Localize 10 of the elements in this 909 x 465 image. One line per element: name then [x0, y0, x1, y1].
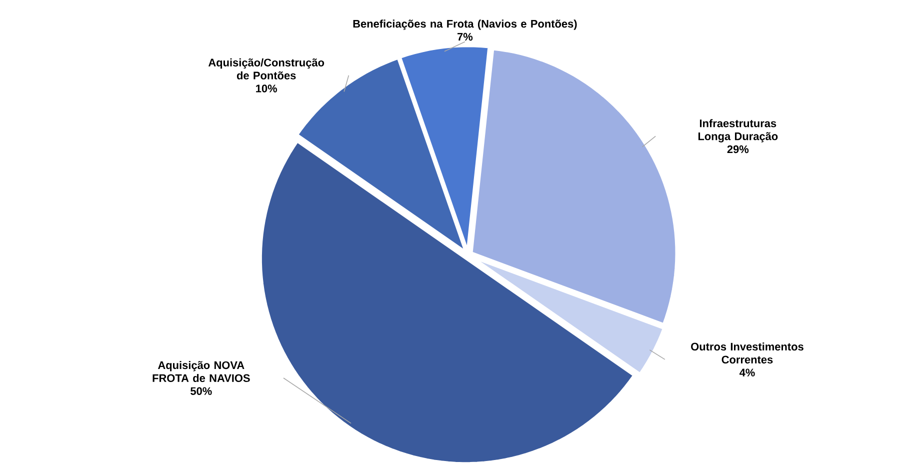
- slice-label: Aquisição NOVA FROTA de NAVIOS: [152, 361, 250, 382]
- slice-label: Infraestruturas Longa Duração: [698, 119, 778, 143]
- slice-label: Aquisição/Construção de Pontões: [208, 58, 324, 80]
- data-label: 50%: [190, 387, 212, 396]
- data-label: 10%: [256, 84, 278, 93]
- data-label: 4%: [739, 368, 755, 377]
- slice-label: Outros Investimentos Correntes: [691, 342, 804, 364]
- slice-label: Beneficiações na Frota (Navios e Pontões): [353, 20, 577, 30]
- data-label: 29%: [727, 146, 749, 154]
- data-label: 7%: [458, 33, 473, 41]
